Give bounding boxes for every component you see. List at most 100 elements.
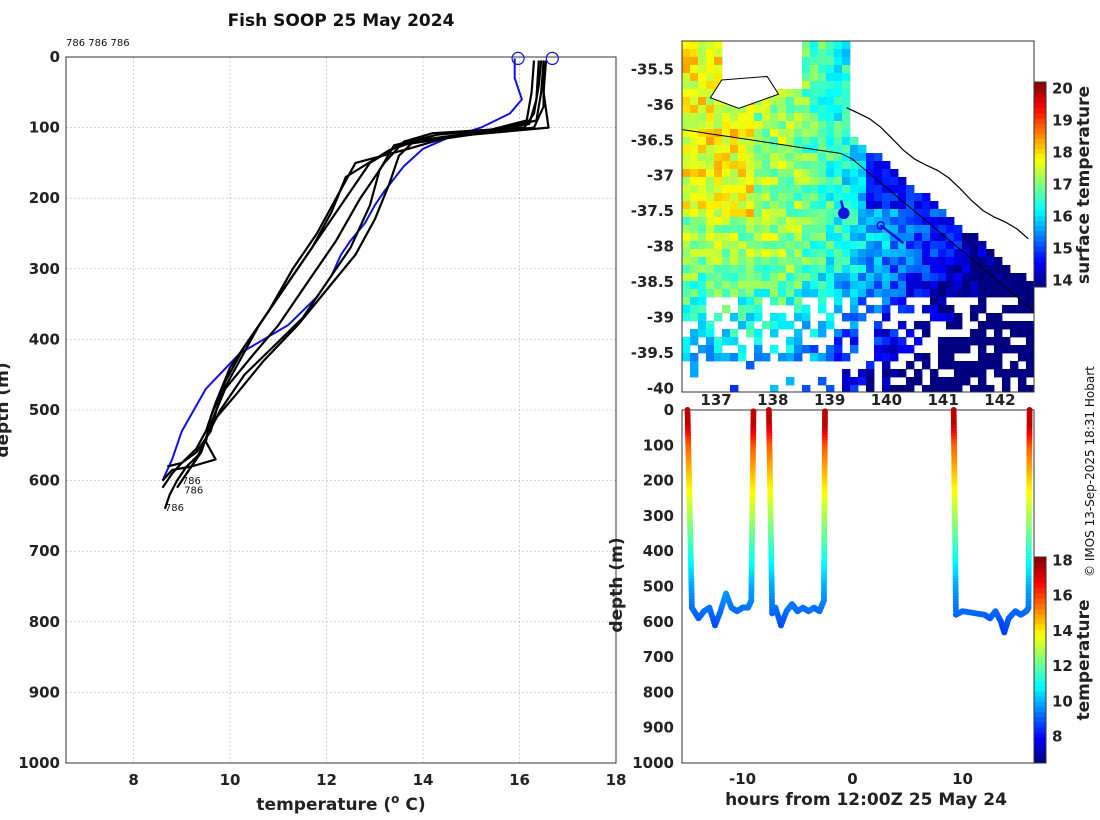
sst-cell — [818, 57, 827, 66]
sst-cell — [802, 57, 811, 66]
sst-cell — [690, 145, 699, 154]
sst-cell — [698, 209, 707, 218]
sst-cell — [746, 113, 755, 122]
sst-cell — [802, 289, 811, 298]
sst-cell — [698, 137, 707, 146]
sst-cell — [738, 297, 747, 306]
sst-cell — [786, 281, 795, 290]
sst-cell — [698, 289, 707, 298]
sst-cell — [802, 73, 811, 82]
sst-cell — [786, 145, 795, 154]
y-tick-label: 800 — [29, 613, 60, 631]
sst-cell — [794, 113, 803, 122]
sst-cell — [794, 225, 803, 234]
sst-cell — [698, 41, 707, 50]
sst-cell — [738, 145, 747, 154]
sst-cell — [866, 369, 875, 378]
sst-cell — [1002, 377, 1011, 386]
sst-cell — [810, 185, 819, 194]
sst-cell — [826, 241, 835, 250]
sst-cell — [722, 289, 731, 298]
lat-tick-label: -39.5 — [631, 344, 674, 362]
sst-cell — [850, 137, 859, 146]
sst-cell — [706, 105, 715, 114]
sst-cell — [706, 249, 715, 258]
colorbar-segment — [1034, 747, 1046, 754]
sst-cell — [890, 169, 899, 178]
sst-cell — [730, 353, 739, 362]
sst-cell — [866, 273, 875, 282]
profile-line-profile-4 — [161, 60, 545, 482]
sst-cell — [706, 225, 715, 234]
sst-cell — [754, 241, 763, 250]
sst-cell — [682, 217, 691, 226]
lon-tick-label: 138 — [757, 391, 788, 409]
sst-cell — [770, 345, 779, 354]
sst-cell — [786, 377, 795, 386]
sst-cell — [730, 249, 739, 258]
sst-cell — [946, 377, 955, 386]
sst-cell — [738, 105, 747, 114]
sst-cell — [746, 225, 755, 234]
sst-cell — [890, 177, 899, 186]
sst-cell — [850, 233, 859, 242]
sst-cell — [826, 225, 835, 234]
sst-cell — [850, 225, 859, 234]
sst-cell — [794, 89, 803, 98]
sst-cell — [938, 353, 947, 362]
sst-cell — [802, 225, 811, 234]
sst-cell — [778, 113, 787, 122]
colorbar-tick-label: 17 — [1052, 176, 1073, 194]
sst-cell — [850, 217, 859, 226]
sst-cell — [850, 177, 859, 186]
colorbar-segment — [1034, 82, 1046, 88]
colorbar-segment — [1034, 639, 1046, 646]
sst-cell — [898, 193, 907, 202]
sst-cell — [706, 273, 715, 282]
sst-cell — [986, 265, 995, 274]
sst-cell — [730, 169, 739, 178]
sst-cell — [858, 289, 867, 298]
sst-cell — [970, 361, 979, 370]
sst-cell — [730, 185, 739, 194]
sst-cell — [818, 177, 827, 186]
sst-cell — [706, 169, 715, 178]
sst-cell — [730, 145, 739, 154]
sst-cell — [722, 241, 731, 250]
sst-cell — [698, 297, 707, 306]
sst-cell — [938, 265, 947, 274]
sst-cell — [810, 353, 819, 362]
sst-cell — [818, 129, 827, 138]
sst-cell — [946, 385, 955, 392]
sst-cell — [730, 217, 739, 226]
sst-field — [682, 41, 1034, 392]
sst-cell — [946, 337, 955, 346]
y-tick-label: 400 — [29, 330, 60, 348]
sst-cell — [794, 121, 803, 130]
sst-cell — [778, 129, 787, 138]
sst-cell — [754, 121, 763, 130]
sst-cell — [762, 145, 771, 154]
sst-cell — [818, 169, 827, 178]
coastline — [846, 107, 1029, 240]
x-tick-label: 8 — [128, 771, 138, 789]
sst-cell — [882, 281, 891, 290]
colorbar-segment — [1034, 685, 1046, 692]
sst-cell — [770, 297, 779, 306]
sst-cell — [722, 105, 731, 114]
lat-tick-label: -40 — [647, 379, 674, 397]
sst-cell — [722, 337, 731, 346]
sst-cell — [962, 361, 971, 370]
sst-cell — [714, 313, 723, 322]
sst-cell — [770, 265, 779, 274]
x-tick-label: -10 — [729, 770, 756, 788]
sst-cell — [1026, 337, 1034, 346]
sst-cell — [754, 145, 763, 154]
sst-cell — [714, 217, 723, 226]
sst-cell — [730, 193, 739, 202]
sst-cell — [826, 97, 835, 106]
colorbar-segment — [1034, 716, 1046, 723]
sst-cell — [690, 129, 699, 138]
colorbar-segment — [1034, 194, 1046, 201]
sst-cell — [738, 137, 747, 146]
